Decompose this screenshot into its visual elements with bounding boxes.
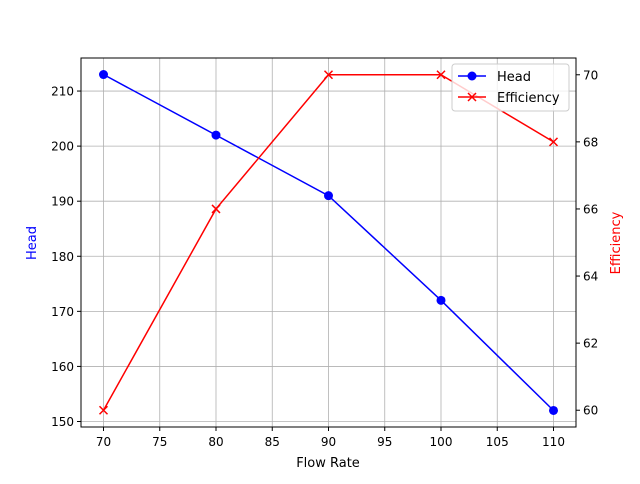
data-point — [548, 137, 559, 147]
data-point — [99, 70, 108, 80]
y2-tick-label: 60 — [583, 404, 598, 418]
legend-label-efficiency: Efficiency — [497, 91, 560, 106]
legend: Head Efficiency — [451, 63, 570, 112]
y-axis-right-ticks: 60 62 64 66 68 70 — [576, 68, 598, 418]
data-point — [211, 204, 221, 214]
y-tick-label: 210 — [51, 85, 74, 99]
x-tick-label: 90 — [321, 435, 336, 449]
data-point — [549, 405, 558, 415]
y-axis-left-label: Head — [25, 226, 40, 260]
data-point — [98, 405, 109, 415]
y2-tick-label: 66 — [583, 202, 598, 216]
y-tick-label: 200 — [51, 140, 74, 154]
legend-label-head: Head — [497, 70, 531, 85]
x-tick-label: 95 — [377, 435, 392, 449]
y-tick-label: 150 — [51, 415, 74, 429]
x-tick-label: 75 — [152, 435, 167, 449]
x-axis-label: Flow Rate — [296, 456, 360, 471]
y2-tick-label: 62 — [583, 337, 598, 351]
x-tick-label: 110 — [542, 435, 565, 449]
series-head-line — [99, 70, 558, 415]
data-point — [436, 70, 446, 80]
y-tick-label: 180 — [51, 250, 74, 264]
data-point — [211, 130, 221, 140]
y-axis-left-ticks: 150 160 170 180 190 200 210 — [51, 85, 81, 429]
x-tick-label: 100 — [430, 435, 453, 449]
x-tick-label: 80 — [208, 435, 223, 449]
data-point — [436, 295, 446, 305]
grid-lines — [81, 58, 576, 427]
x-tick-label: 105 — [486, 435, 509, 449]
y-tick-label: 160 — [51, 360, 74, 374]
y2-tick-label: 68 — [583, 135, 598, 149]
data-point — [324, 191, 333, 201]
y-tick-label: 170 — [51, 305, 74, 319]
y2-tick-label: 64 — [583, 270, 598, 284]
y2-tick-label: 70 — [583, 68, 598, 82]
x-tick-label: 70 — [96, 435, 111, 449]
circle-marker-icon — [467, 71, 477, 81]
x-marker-icon — [467, 92, 477, 102]
x-axis-ticks: 70 75 80 85 90 95 100 105 110 — [96, 427, 565, 449]
data-point — [323, 70, 334, 80]
y-axis-right-label: Efficiency — [609, 211, 624, 274]
x-tick-label: 85 — [265, 435, 280, 449]
y-tick-label: 190 — [51, 195, 74, 209]
